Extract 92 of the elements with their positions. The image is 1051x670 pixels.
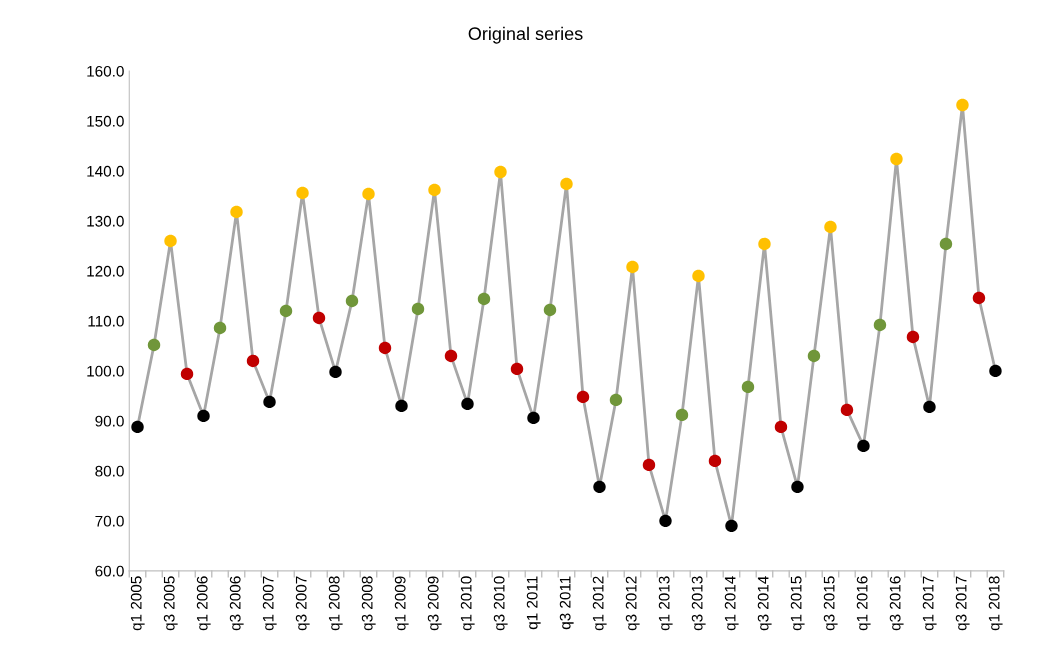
point xyxy=(774,420,788,434)
point xyxy=(395,399,408,413)
x-tick-label: q1 2006 xyxy=(196,576,211,631)
point xyxy=(312,311,326,325)
point xyxy=(296,186,309,200)
point xyxy=(923,400,936,414)
y-tick-label: 140.0 xyxy=(87,165,124,177)
x-tick-label: q1 2008 xyxy=(328,576,343,631)
x-tick-label: q3 2010 xyxy=(493,576,508,631)
x-tick-label: q3 2005 xyxy=(163,576,178,631)
x-tick-label: q1 2009 xyxy=(394,576,409,631)
y-tick-label: 70.0 xyxy=(95,515,124,527)
point xyxy=(362,187,375,201)
x-tick-label: q3 2006 xyxy=(229,576,244,631)
x-tick-label: q3 2011 xyxy=(559,576,574,630)
x-tick-label: q3 2009 xyxy=(427,576,442,631)
point xyxy=(147,338,161,352)
point xyxy=(378,341,392,355)
point xyxy=(972,291,986,305)
point xyxy=(593,480,606,494)
y-tick-label: 130.0 xyxy=(87,215,124,227)
x-tick-label: q1 2007 xyxy=(262,576,277,631)
point xyxy=(741,380,755,394)
point xyxy=(428,183,441,197)
x-tick-label: q1 2012 xyxy=(592,576,607,631)
y-tick-label: 120.0 xyxy=(87,265,124,277)
point xyxy=(576,390,590,404)
point xyxy=(626,260,639,274)
x-tick-label: q1 2010 xyxy=(460,576,475,631)
point xyxy=(692,269,705,283)
point xyxy=(824,220,837,234)
x-tick-label: q1 2018 xyxy=(988,576,1003,631)
point xyxy=(246,354,260,368)
point xyxy=(164,234,177,248)
point xyxy=(609,393,623,407)
point xyxy=(708,454,722,468)
x-tick-label: q3 2008 xyxy=(361,576,376,631)
x-tick-label: q1 2017 xyxy=(922,576,937,631)
chart-title: Original series xyxy=(468,26,583,44)
point xyxy=(659,514,672,528)
y-tick-label: 160.0 xyxy=(87,65,124,77)
x-tick-label: q1 2016 xyxy=(856,576,871,631)
point xyxy=(279,304,293,318)
y-tick-label: 150.0 xyxy=(87,115,124,127)
point xyxy=(989,364,1002,378)
x-tick-label: q3 2013 xyxy=(691,576,706,631)
point xyxy=(329,365,342,379)
point xyxy=(263,395,276,409)
x-tick-label: q1 2014 xyxy=(724,576,739,631)
point xyxy=(675,408,689,422)
point xyxy=(411,302,425,316)
x-tick-label: q1 2013 xyxy=(658,576,673,631)
point xyxy=(510,362,524,376)
x-tick-label: q1 2005 xyxy=(130,576,145,631)
y-tick-label: 100.0 xyxy=(87,365,124,377)
x-tick-label: q3 2012 xyxy=(625,576,640,631)
point xyxy=(543,303,557,317)
point xyxy=(461,397,474,411)
x-tick-label: q3 2015 xyxy=(823,576,838,631)
point xyxy=(477,292,491,306)
y-tick-label: 60.0 xyxy=(95,565,124,577)
point xyxy=(956,98,969,112)
point xyxy=(791,480,804,494)
point xyxy=(725,519,738,533)
x-tick-label: q3 2007 xyxy=(295,576,310,631)
point xyxy=(180,367,194,381)
point xyxy=(807,349,821,363)
x-tick-label: q1 2015 xyxy=(790,576,805,631)
point xyxy=(906,330,920,344)
point xyxy=(444,349,458,363)
point xyxy=(758,237,771,251)
point xyxy=(494,165,507,179)
point xyxy=(840,403,854,417)
point xyxy=(230,205,243,219)
x-tick-label: q3 2017 xyxy=(955,576,970,631)
point xyxy=(131,420,144,434)
point xyxy=(197,409,210,423)
point xyxy=(560,177,573,191)
y-tick-label: 80.0 xyxy=(95,465,124,477)
x-tick-label: q3 2014 xyxy=(757,576,772,631)
point xyxy=(939,237,953,251)
point xyxy=(873,318,887,332)
point xyxy=(345,294,359,308)
point xyxy=(213,321,227,335)
y-tick-label: 110.0 xyxy=(88,315,124,327)
point xyxy=(890,152,903,166)
x-tick-label: q3 2016 xyxy=(889,576,904,631)
x-tick-label: q1 2011 xyxy=(526,576,541,630)
point xyxy=(527,411,540,425)
point xyxy=(642,458,656,472)
point xyxy=(857,439,870,453)
y-tick-label: 90.0 xyxy=(95,415,124,427)
